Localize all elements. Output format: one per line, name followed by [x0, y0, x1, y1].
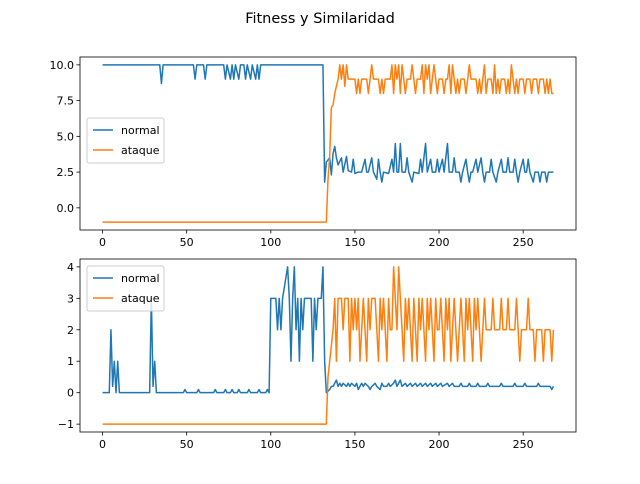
- x-tick-label: 50: [180, 438, 194, 451]
- y-tick-label: 10.0: [50, 59, 75, 72]
- y-tick-label: 2.5: [57, 166, 75, 179]
- legend: normal ataque: [86, 265, 165, 312]
- legend-label-ataque: ataque: [121, 144, 160, 157]
- y-tick-label: 4: [67, 261, 74, 274]
- x-tick-label: 250: [513, 438, 534, 451]
- x-tick-label: 100: [260, 236, 281, 249]
- y-tick-label: 5.0: [57, 130, 75, 143]
- axes-frame: [79, 258, 577, 433]
- y-tick-label: 2: [67, 324, 74, 337]
- y-tick-label: 0.0: [57, 202, 75, 215]
- x-tick-label: 150: [344, 438, 365, 451]
- legend-label-ataque: ataque: [121, 292, 160, 305]
- x-tick-label: 0: [99, 438, 106, 451]
- x-tick-label: 50: [180, 236, 194, 249]
- x-tick-label: 0: [99, 236, 106, 249]
- x-tick-label: 100: [260, 438, 281, 451]
- figure-title: Fitness y Similaridad: [245, 11, 395, 27]
- legend-label-normal: normal: [121, 124, 160, 137]
- legend: normal ataque: [86, 117, 165, 164]
- y-tick-label: 0: [67, 387, 74, 400]
- y-tick-label: 7.5: [57, 95, 75, 108]
- x-tick-label: 200: [429, 236, 450, 249]
- y-tick-label: 3: [67, 292, 74, 305]
- subplot-2: 0 50 100 150 200 250 −1 0 1 2 3 4 normal ataque: [58, 258, 577, 451]
- x-tick-label: 150: [344, 236, 365, 249]
- series-line-ataque: [102, 266, 555, 425]
- x-tick-label: 200: [429, 438, 450, 451]
- axes-frame: [79, 56, 577, 231]
- legend-label-normal: normal: [121, 272, 160, 285]
- y-tick-label: 1: [67, 355, 74, 368]
- x-tick-label: 250: [513, 236, 534, 249]
- series-line-ataque: [102, 64, 554, 223]
- subplot-1: 0 50 100 150 200 250 0.0 2.5 5.0 7.5 10.0 normal ata…: [50, 56, 577, 249]
- series-line-normal: [102, 64, 554, 183]
- y-tick-label: −1: [58, 418, 74, 431]
- series-line-normal: [102, 266, 555, 394]
